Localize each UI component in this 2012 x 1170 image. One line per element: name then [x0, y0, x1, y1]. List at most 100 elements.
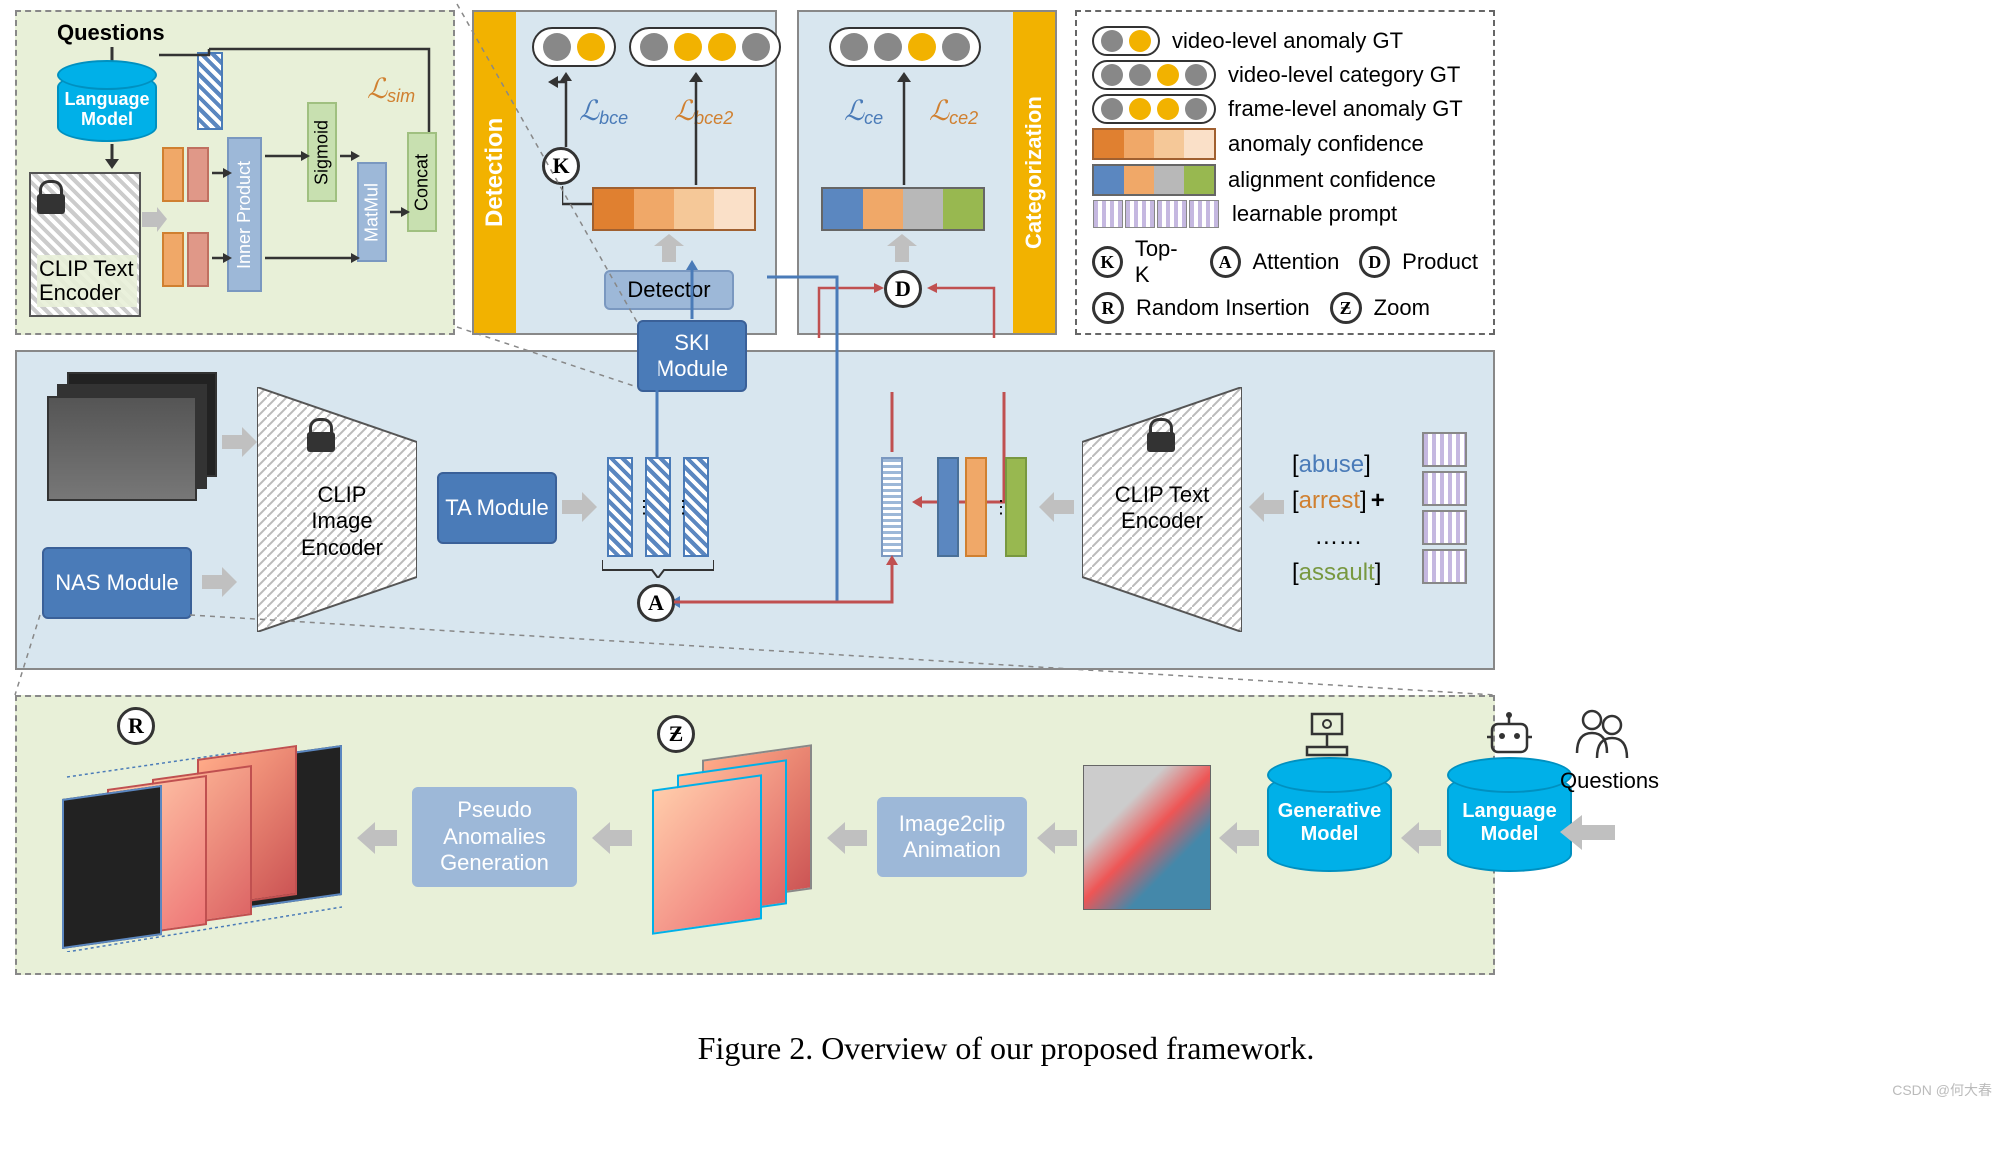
l-sim-label: ℒsim: [367, 72, 415, 107]
l-ce-label: ℒce: [844, 94, 883, 129]
arrow-icon: [265, 252, 360, 264]
arrow-icon: [340, 150, 360, 162]
learnable-prompt-bars: [1422, 432, 1467, 584]
feature-bar: [162, 147, 184, 202]
arrow-icon: [212, 252, 232, 264]
alignment-row: [821, 187, 985, 231]
language-model-label: Language Model: [57, 90, 157, 130]
detector-block: Detector: [604, 270, 734, 310]
arrow-up-icon: [546, 72, 696, 147]
feature-bar: [937, 457, 959, 557]
people-icon: [1572, 708, 1632, 763]
generator-icon: [1302, 709, 1352, 759]
clip-text-encoder-box: CLIP Text Encoder: [29, 172, 141, 317]
video-frames-output: [42, 752, 332, 942]
gray-arrow-icon: [562, 492, 597, 522]
arrow-icon: [390, 206, 410, 218]
gray-arrow-left-icon: [592, 822, 632, 854]
confidence-row: [592, 187, 756, 231]
language-model-cylinder: Language Model: [57, 72, 157, 142]
r-icon: R: [117, 707, 155, 745]
dots-label: ⋮: [992, 497, 1010, 518]
feature-bar: [881, 457, 903, 557]
image2clip-block: Image2clip Animation: [877, 797, 1027, 877]
feature-bar: [187, 147, 209, 202]
arrow-up-icon: [686, 70, 706, 185]
legend-item: frame-level anomaly GT: [1092, 94, 1478, 124]
clip-text-label: CLIP Text Encoder: [1112, 482, 1212, 535]
arrow-down-icon: [102, 144, 122, 169]
dots-label: ⋮: [674, 497, 692, 518]
gray-arrow-left-icon: [1401, 822, 1441, 854]
figure-caption: Figure 2. Overview of our proposed frame…: [0, 1030, 2012, 1067]
arrow-up-icon: [894, 70, 914, 185]
bottom-panel: R Pseudo Anomalies Generation Ƶ Image2cl…: [15, 695, 1495, 975]
detection-label: Detection: [474, 12, 516, 333]
gray-arrow-left-icon: [827, 822, 867, 854]
arrow-icon: [212, 167, 232, 179]
questions-label: Questions: [57, 20, 165, 46]
gray-arrow-up-icon: [887, 234, 917, 262]
arrow-icon: [265, 150, 310, 162]
pseudo-block: Pseudo Anomalies Generation: [412, 787, 577, 887]
bracket-icon: [602, 560, 714, 578]
gray-arrow-icon: [142, 207, 167, 232]
middle-panel: NAS Module CLIP Image Encoder TA Module …: [15, 350, 1495, 670]
feature-bar: [187, 232, 209, 287]
gray-arrow-left-icon: [1039, 492, 1074, 522]
concat-block: Concat: [407, 132, 437, 232]
gray-arrow-left-icon: [1219, 822, 1259, 854]
robot-icon: [1482, 709, 1537, 759]
feature-bar: [607, 457, 633, 557]
ta-module-block: TA Module: [437, 472, 557, 544]
gray-arrow-icon: [222, 427, 257, 457]
detection-panel: Detection ℒbce ℒbce2 K Detector: [472, 10, 777, 335]
gray-arrow-left-icon: [1249, 492, 1284, 522]
clip-text-encoder-label: CLIP Text Encoder: [37, 255, 137, 307]
a-icon: A: [637, 584, 675, 622]
legend-item: RRandom Insertion ƵZoom: [1092, 292, 1478, 324]
categorization-label: Categorization: [1013, 12, 1055, 333]
nas-module-block: NAS Module: [42, 547, 192, 619]
gray-arrow-left-icon: [1037, 822, 1077, 854]
watermark: CSDN @何大春: [1892, 1080, 1992, 1100]
class-list: [abuse] [arrest]+ …… [assault]: [1292, 447, 1385, 591]
language-model-label: Language Model: [1447, 800, 1572, 846]
legend-item: KTop-K AAttention DProduct: [1092, 236, 1478, 288]
k-icon: K: [542, 147, 580, 185]
sigmoid-block: Sigmoid: [307, 102, 337, 202]
gray-arrow-left-icon: [1560, 815, 1615, 850]
gray-arrow-icon: [202, 567, 237, 597]
matmul-block: MatMul: [357, 162, 387, 262]
z-icon: Ƶ: [657, 715, 695, 753]
feature-bar: [965, 457, 987, 557]
top-left-panel: Questions Language Model CLIP Text Encod…: [15, 10, 455, 335]
inner-product-block: Inner Product: [227, 137, 262, 292]
gt-dots: [629, 27, 781, 67]
dots-label: ⋮: [635, 497, 653, 518]
gt-dots: [829, 27, 981, 67]
feature-bar: [162, 232, 184, 287]
legend-item: anomaly confidence: [1092, 128, 1478, 160]
gray-arrow-up-icon: [654, 234, 684, 262]
language-model-cylinder: Language Model: [1447, 772, 1572, 872]
ski-module-block: SKI Module: [637, 320, 747, 392]
gt-dots: [532, 27, 616, 67]
legend-item: video-level category GT: [1092, 60, 1478, 90]
legend-panel: video-level anomaly GT video-level categ…: [1075, 10, 1495, 335]
l-ce2-label: ℒce2: [929, 94, 978, 129]
lock-icon: [37, 194, 65, 218]
legend-item: video-level anomaly GT: [1092, 26, 1478, 56]
generative-model-label: Generative Model: [1267, 800, 1392, 846]
line-icon: [562, 186, 597, 211]
lock-icon: [1147, 432, 1175, 456]
legend-item: alignment confidence: [1092, 164, 1478, 196]
categorization-panel: Categorization ℒce ℒce2 D: [797, 10, 1057, 335]
gray-arrow-left-icon: [357, 822, 397, 854]
clip-image-label: CLIP Image Encoder: [292, 482, 392, 561]
lock-icon: [307, 432, 335, 456]
legend-item: learnable prompt: [1092, 200, 1478, 228]
red-line: [819, 288, 1019, 343]
video-frames: [47, 372, 227, 507]
generative-model-cylinder: Generative Model: [1267, 772, 1392, 872]
